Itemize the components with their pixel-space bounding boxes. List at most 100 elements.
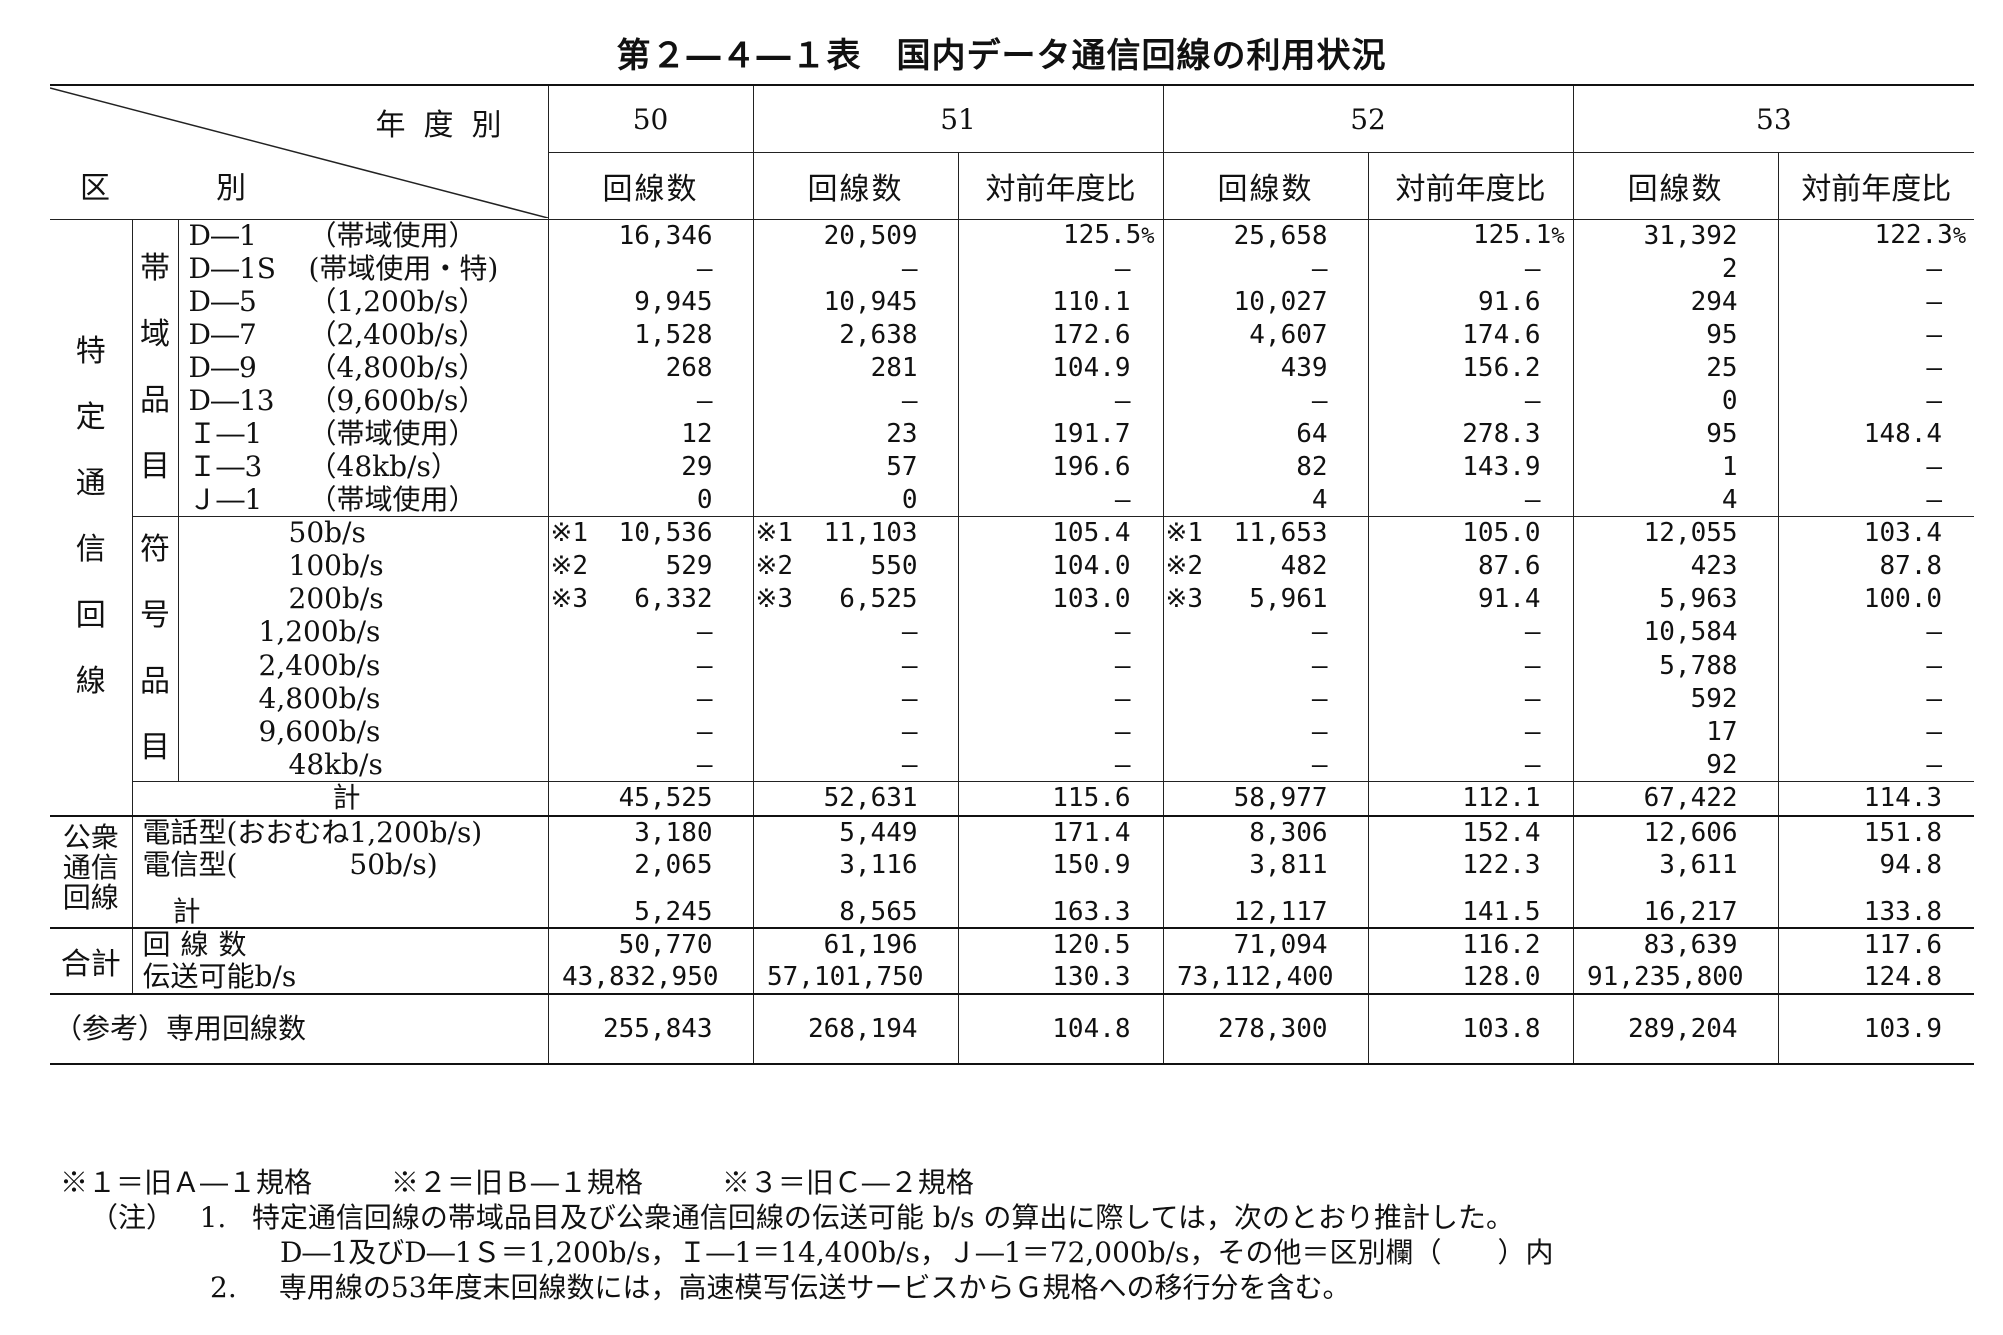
note-1-line-1: （注） 1. 特定通信回線の帯域品目及び公衆通信回線の伝送可能 b/s の算出に… bbox=[60, 1200, 1553, 1235]
cell-r51: 105.4 bbox=[957, 515, 1164, 550]
cell-v53: 5,788 bbox=[1572, 649, 1779, 683]
cell-r53: ― bbox=[1777, 682, 1975, 716]
percent-sign: % bbox=[1141, 224, 1155, 250]
group-label-tokutei: 特定通信回線 bbox=[50, 219, 132, 816]
footnote-ref: ※2 bbox=[755, 551, 793, 582]
row-label: 計 bbox=[131, 881, 549, 928]
cell-r53: 148.4 bbox=[1777, 417, 1975, 451]
cell-v51: 2,638 bbox=[752, 318, 959, 352]
cell-value: 125.5 bbox=[1063, 220, 1142, 251]
cell-v51: 3,116 bbox=[752, 848, 959, 882]
cell-v52: 64 bbox=[1162, 417, 1369, 451]
cell-r53: 103.9 bbox=[1777, 992, 1975, 1065]
cell-v50: 43,832,950 bbox=[547, 960, 754, 994]
cell-v51: 52,631 bbox=[752, 781, 959, 816]
table-row: 伝送可能b/s 43,832,950 57,101,750 130.3 73,112,4… bbox=[50, 960, 1975, 994]
footnote-ref: ※1 bbox=[1165, 518, 1203, 549]
cell-v52: 4 bbox=[1162, 483, 1369, 517]
item-spec: （1,200b/s） bbox=[308, 285, 487, 318]
cell-v53: 16,217 bbox=[1572, 881, 1779, 928]
cell-v53: 95 bbox=[1572, 318, 1779, 352]
cell-v52: 10,027 bbox=[1162, 285, 1369, 319]
item-code: Ｉ―3 bbox=[188, 450, 263, 483]
cell-v53: 294 bbox=[1572, 285, 1779, 319]
item-spec: （2,400b/s） bbox=[308, 318, 487, 351]
corner-diagonal bbox=[50, 87, 548, 218]
cell-r52: 125.1% bbox=[1367, 219, 1574, 253]
row-label: Ｊ―1 （帯域使用） bbox=[177, 483, 549, 517]
group-label-public: 公衆通信回線 bbox=[50, 814, 132, 928]
cell-v51: ※1 11,103 bbox=[752, 515, 959, 550]
category-header-label-1: 区 bbox=[80, 171, 110, 206]
category-header-label-2: 別 bbox=[216, 171, 246, 206]
cell-r52: 116.2 bbox=[1367, 926, 1574, 961]
item-code: D―7 bbox=[188, 318, 257, 351]
cell-r52: 152.4 bbox=[1367, 814, 1574, 849]
year-header-50: 50 bbox=[547, 84, 754, 153]
note-1-number: 1. bbox=[199, 1201, 227, 1234]
cell-value: 122.3 bbox=[1874, 220, 1953, 251]
cell-v53: 5,963 bbox=[1572, 582, 1779, 616]
year-header-52: 52 bbox=[1162, 84, 1574, 153]
cell-r53: 151.8 bbox=[1777, 814, 1975, 849]
row-label: 電話型(おおむね1,200b/s) bbox=[131, 814, 549, 849]
cell-v53: 4 bbox=[1572, 483, 1779, 517]
cell-value: ― bbox=[901, 683, 918, 714]
table-row: Ｉ―1 （帯域使用） 12 23 191.7 64 278.3 95 148.4 bbox=[50, 417, 1975, 451]
cell-v53: 289,204 bbox=[1572, 992, 1779, 1065]
cell-v53: 3,611 bbox=[1572, 848, 1779, 882]
cell-r53: 124.8 bbox=[1777, 960, 1975, 994]
table-row: 合計 回線数 50,770 61,196 120.5 71,094 116.2 83,639 1… bbox=[50, 926, 1975, 994]
cell-v51: 0 bbox=[752, 483, 959, 517]
cell-r52: ― bbox=[1367, 649, 1574, 683]
table-row: 9,600b/s ― ― ― ― ― 17 ― bbox=[50, 715, 1975, 749]
cell-v50: ※2 529 bbox=[547, 549, 754, 583]
cell-v51: 281 bbox=[752, 351, 959, 385]
row-label: D―9 （4,800b/s） bbox=[177, 351, 549, 385]
cell-v51: ― bbox=[752, 384, 959, 418]
cell-v50: 50,770 bbox=[547, 926, 754, 961]
table-row: Ｊ―1 （帯域使用） 0 0 ― 4 ― 4 ― bbox=[50, 483, 1975, 517]
cell-value: 6,332 bbox=[634, 584, 713, 615]
cell-v53: 17 bbox=[1572, 715, 1779, 749]
cell-r51: 110.1 bbox=[957, 285, 1164, 319]
cell-r53: ― bbox=[1777, 715, 1975, 749]
footnote-mark-3: ※３＝旧Ｃ―２規格 bbox=[721, 1166, 974, 1199]
cell-r52: 112.1 bbox=[1367, 781, 1574, 816]
cell-v53: 1 bbox=[1572, 450, 1779, 484]
cell-r51: 150.9 bbox=[957, 848, 1164, 882]
cell-r52: 156.2 bbox=[1367, 351, 1574, 385]
cell-v50: ― bbox=[547, 384, 754, 418]
cell-r51: 115.6 bbox=[957, 781, 1164, 816]
cell-v51: ― bbox=[752, 615, 959, 649]
group-label-total: 合計 bbox=[50, 926, 132, 994]
cell-v53: 31,392 bbox=[1572, 219, 1779, 253]
table-row: 100b/s ※2 529 ※2 550 104.0 ※2 482 87.6 423 87.8 bbox=[50, 549, 1975, 583]
cell-v52: ― bbox=[1162, 252, 1369, 286]
cell-v53: 25 bbox=[1572, 351, 1779, 385]
table-row: 計 5,245 8,565 163.3 12,117 141.5 16,217 133.8 bbox=[50, 881, 1975, 928]
table-row: Ｉ―3 （48kb/s） 29 57 196.6 82 143.9 1 ― bbox=[50, 450, 1975, 484]
reference-row: （参考）専用回線数 255,843 268,194 104.8 278,300 103.8… bbox=[50, 992, 1975, 1065]
cell-r53: 94.8 bbox=[1777, 848, 1975, 882]
cell-v53: 12,606 bbox=[1572, 814, 1779, 849]
cell-r52: ― bbox=[1367, 682, 1574, 716]
cell-v51: ※3 6,525 bbox=[752, 582, 959, 616]
cell-v50: ― bbox=[547, 649, 754, 683]
row-label: Ｉ―3 （48kb/s） bbox=[177, 450, 549, 484]
col-header-lines-52: 回線数 bbox=[1162, 152, 1369, 220]
year-header-51: 51 bbox=[752, 84, 1164, 153]
item-code: D―9 bbox=[188, 351, 257, 384]
cell-r51: ― bbox=[957, 252, 1164, 286]
cell-v50: 255,843 bbox=[547, 992, 754, 1065]
cell-r52: 278.3 bbox=[1367, 417, 1574, 451]
cell-v50: 12 bbox=[547, 417, 754, 451]
cell-v50: 45,525 bbox=[547, 781, 754, 816]
cell-v50: ― bbox=[547, 615, 754, 649]
cell-v50: ― bbox=[547, 715, 754, 749]
year-header-label: 年度別 bbox=[375, 108, 520, 143]
table-row: 公衆通信回線 電話型(おおむね1,200b/s) 3,180 5,449 171.4 8,… bbox=[50, 814, 1975, 928]
cell-r53: 122.3% bbox=[1777, 219, 1975, 253]
cell-value: ― bbox=[1311, 716, 1328, 747]
footnote-mark-1: ※１＝旧Ａ―１規格 bbox=[60, 1166, 313, 1199]
